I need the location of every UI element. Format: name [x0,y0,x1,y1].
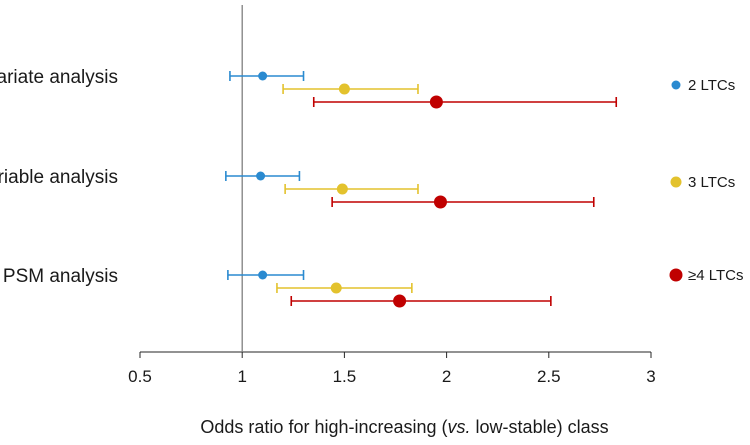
odds-ratio-point [429,95,443,109]
error-bar [312,95,618,109]
legend-label: 2 LTCs [688,77,735,94]
odds-ratio-point [330,282,342,294]
legend-label: 3 LTCs [688,174,735,191]
x-tick-label: 1.5 [333,367,357,386]
odds-ratio-point [338,83,350,95]
group-labels: Univariate analysis Multivariable analysi… [0,67,118,287]
odds-ratio-point [433,195,447,209]
odds-ratio-point [393,294,407,308]
legend-marker [670,176,682,188]
error-bar [282,83,419,95]
group-label: Univariate analysis [0,67,118,88]
odds-ratio-point [258,71,268,81]
group-label: Multivariable analysis [0,167,118,188]
error-bars [225,71,618,308]
error-bar [276,282,413,294]
error-bar [225,171,301,181]
legend: 2 LTCs 3 LTCs ≥4 LTCs [669,77,743,284]
odds-ratio-point [256,171,266,181]
x-tick-label: 2 [442,367,451,386]
x-axis-label: Odds ratio for high-increasing (vs. low-… [200,417,608,437]
group-label: PSM analysis [3,266,118,287]
error-bar [227,270,305,280]
legend-marker [669,268,683,282]
x-tick-label: 1 [237,367,246,386]
odds-ratio-point [258,270,268,280]
error-bar [290,294,552,308]
odds-ratio-point [336,183,348,195]
legend-label: ≥4 LTCs [688,267,743,284]
error-bar [229,71,305,81]
error-bar [284,183,419,195]
x-axis: 0.5 1 1.5 2 2.5 3 [128,351,656,386]
legend-marker [671,80,681,90]
x-tick-label: 0.5 [128,367,152,386]
x-tick-label: 2.5 [537,367,561,386]
error-bar [331,195,595,209]
x-tick-label: 3 [646,367,655,386]
